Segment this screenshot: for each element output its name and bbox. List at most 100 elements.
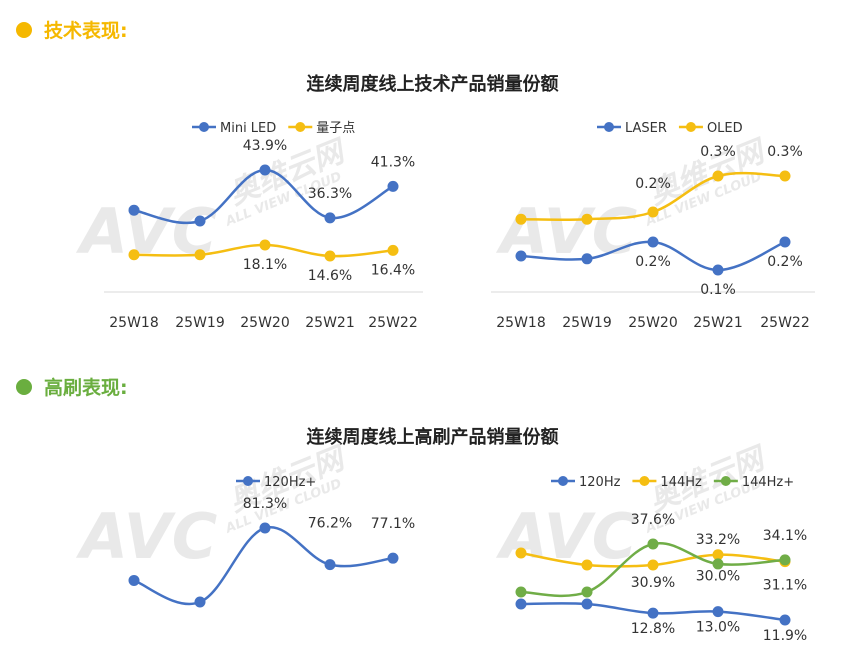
data-point [581,253,593,265]
data-point [128,204,140,216]
data-point [387,552,399,564]
legend-label: 144Hz+ [742,475,794,490]
data-point [581,586,593,598]
data-point [779,554,791,566]
data-point [194,596,206,608]
data-point [647,206,659,218]
legend-marker-icon [604,122,614,132]
data-point [128,574,140,586]
data-point [712,170,724,182]
data-point [712,606,724,618]
legend-marker-icon [295,122,306,132]
data-label: 0.3% [767,144,803,160]
line-chart-4: 120Hz 144Hz 144Hz+ 12.8% 13.0% 11.9% 30.9% 30.0… [515,475,807,644]
x-tick-label: 25W20 [628,315,677,331]
legend-label: 144Hz [660,475,702,490]
series-line [133,526,394,606]
legend-marker-icon [720,476,731,486]
legend-marker-icon [639,476,650,486]
data-label: 37.6% [631,512,675,528]
data-label: 14.6% [308,268,352,284]
data-label: 34.1% [763,528,807,544]
data-label: 18.1% [243,257,287,273]
data-label: 41.3% [371,154,415,170]
chart-title-tech: 连续周度线上技术产品销量份额 [306,74,559,95]
legend-label: LASER [625,121,667,136]
data-point [581,598,593,610]
bullet-dot-icon [16,21,32,38]
data-label: 0.2% [635,254,671,270]
legend-label: 120Hz+ [264,475,316,490]
data-point [259,239,271,251]
data-label: 13.0% [696,620,740,636]
data-label: 0.1% [700,282,736,298]
data-point [128,249,140,261]
x-tick-label: 25W18 [109,315,158,331]
data-label: 0.2% [635,176,671,192]
data-point [387,244,399,256]
data-point [647,236,659,248]
data-point [712,558,724,570]
x-tick-label: 25W20 [240,315,289,331]
data-label: 30.0% [696,569,740,585]
x-tick-label: 25W19 [562,315,611,331]
data-point [324,250,336,262]
data-point [259,164,271,176]
data-point [647,559,659,571]
data-point [387,180,399,192]
data-label: 81.3% [243,496,287,512]
data-point [647,538,659,550]
x-tick-label: 25W18 [496,315,545,331]
chart-title-refresh: 连续周度线上高刷产品销量份额 [306,427,559,448]
data-point [324,212,336,224]
section-header-refresh: 高刷表现: [16,373,128,400]
data-label: 30.9% [631,575,675,591]
data-point [259,522,271,534]
data-label: 76.2% [308,516,352,532]
data-point [515,547,527,559]
data-label: 43.9% [243,138,287,154]
data-point [779,614,791,626]
x-tick-label: 25W22 [368,315,417,331]
section-title-tech: 技术表现: [44,20,128,42]
data-point [194,249,206,261]
data-label: 77.1% [371,516,415,532]
data-point [647,607,659,619]
legend-label: OLED [707,121,743,136]
legend-marker-icon [685,122,696,132]
data-point [515,586,527,598]
data-point [194,215,206,227]
data-label: 36.3% [308,186,352,202]
section-title-refresh: 高刷表现: [44,377,128,399]
bullet-dot-icon [16,378,32,395]
data-point [324,559,336,571]
data-point [712,264,724,276]
data-point [712,549,724,561]
data-point [779,170,791,182]
section-header-tech: 技术表现: [16,16,128,43]
line-chart-3: 120Hz+ 81.3% 76.2% 77.1% [128,475,415,608]
data-label: 0.2% [767,254,803,270]
data-label: 31.1% [763,578,807,594]
legend-marker-icon [199,122,209,132]
x-tick-label: 25W22 [760,315,809,331]
line-chart-1: Mini LED 量子点 25W18 25W19 25W20 25W21 25W22 43.9… [104,121,423,331]
data-point [581,559,593,571]
legend-marker-icon [243,476,253,486]
data-point [779,236,791,248]
x-tick-label: 25W21 [693,315,742,331]
data-point [581,213,593,225]
legend-marker-icon [558,476,568,486]
legend-label: 120Hz [579,475,621,490]
series-line [133,168,394,225]
data-label: 0.3% [700,144,736,160]
data-point [515,213,527,225]
data-point [515,598,527,610]
data-label: 33.2% [696,532,740,548]
line-chart-2: LASER OLED 25W18 25W19 25W20 25W21 25W22 0.2% 0.… [491,121,815,331]
data-label: 12.8% [631,621,675,637]
x-tick-label: 25W21 [305,315,354,331]
legend-label: 量子点 [316,121,355,136]
data-label: 11.9% [763,628,807,644]
